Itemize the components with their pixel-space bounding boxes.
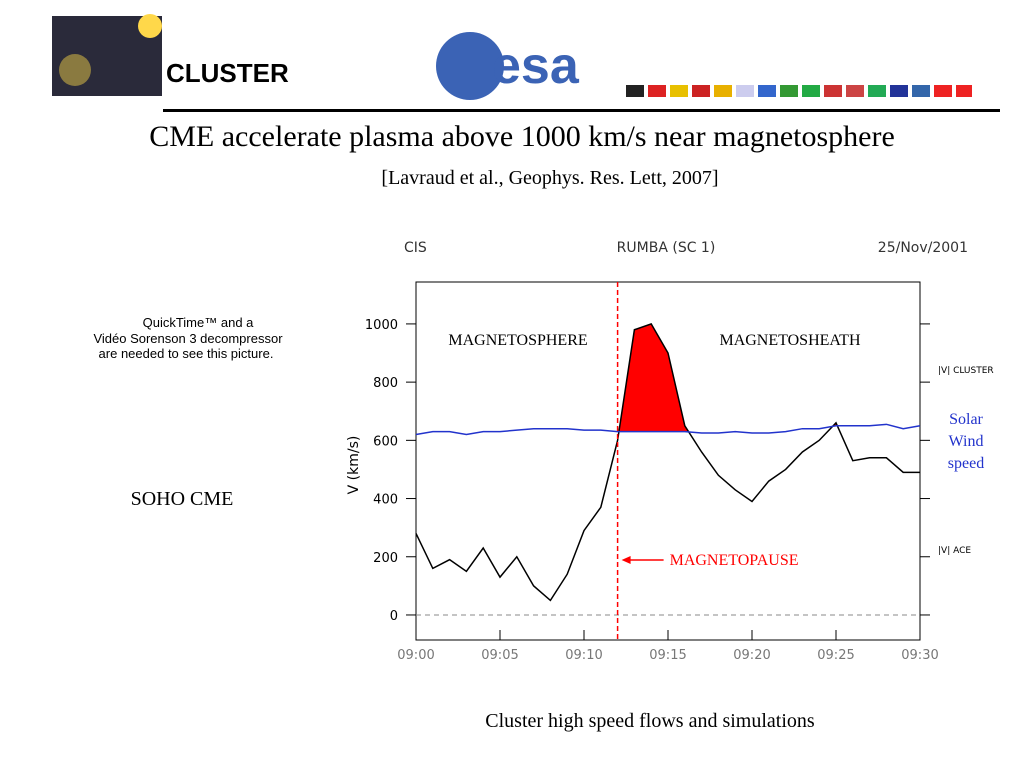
- left-label: SOHO CME: [131, 488, 234, 510]
- y-axis-label: V (km/s): [346, 436, 362, 495]
- note: speed: [948, 455, 984, 472]
- x-tick-label: 09:10: [565, 648, 602, 663]
- x-tick-label: 09:05: [481, 648, 518, 663]
- header-rule: [163, 109, 1000, 112]
- mission-name: CLUSTER: [166, 58, 289, 88]
- note: Solar: [949, 411, 983, 428]
- y-tick-label: 600: [373, 434, 398, 449]
- y-tick-label: 0: [390, 609, 398, 624]
- x-tick-label: 09:00: [397, 648, 434, 663]
- arrow-head: [621, 556, 631, 564]
- y-tick-label: 800: [373, 376, 398, 391]
- slide-title: CME accelerate plasma above 1000 km/s ne…: [149, 120, 895, 153]
- boundary-label: MAGNETOPAUSE: [670, 552, 799, 569]
- x-tick-label: 09:15: [649, 648, 686, 663]
- region-label: MAGNETOSPHERE: [448, 332, 587, 349]
- spacecraft: [59, 54, 91, 86]
- sun: [138, 14, 162, 38]
- series-line: [415, 423, 921, 436]
- chart-header: RUMBA (SC 1): [617, 240, 716, 256]
- y-tick-label: 400: [373, 493, 398, 508]
- flags: [626, 85, 972, 97]
- region-label: MAGNETOSHEATH: [719, 332, 860, 349]
- legend-label: |V| CLUSTER: [938, 366, 994, 376]
- y-tick-label: 1000: [365, 318, 398, 333]
- caption: Cluster high speed flows and simulations: [485, 710, 815, 732]
- chart-header: CIS: [404, 240, 427, 256]
- placeholder-text: are needed to see this picture.: [99, 346, 274, 361]
- placeholder-text: QuickTime™ and a: [143, 315, 255, 330]
- x-tick-label: 09:30: [901, 648, 938, 663]
- placeholder-text: Vidéo Sorenson 3 decompressor: [93, 331, 283, 346]
- note: Wind: [949, 433, 984, 450]
- esa-logo: [436, 32, 504, 100]
- y-tick-label: 200: [373, 551, 398, 566]
- chart-header: 25/Nov/2001: [878, 240, 968, 256]
- legend-label: |V| ACE: [938, 546, 971, 556]
- fill-area: [618, 323, 689, 432]
- citation: [Lavraud et al., Geophys. Res. Lett, 200…: [381, 167, 718, 189]
- x-tick-label: 09:20: [733, 648, 770, 663]
- agency-name: esa: [492, 37, 580, 95]
- x-tick-label: 09:25: [817, 648, 854, 663]
- series-line: [415, 323, 920, 602]
